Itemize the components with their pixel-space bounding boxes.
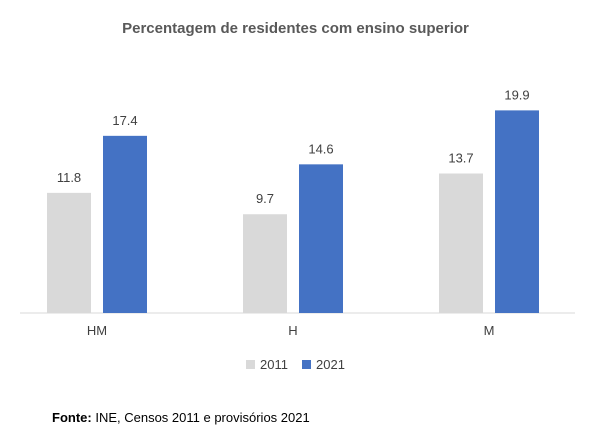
data-label-M-2011: 13.7	[448, 151, 473, 166]
x-tick-label-H: H	[288, 323, 297, 338]
x-tick-label-HM: HM	[87, 323, 107, 338]
legend-item-2021: 2021	[302, 357, 345, 372]
chart-title: Percentagem de residentes com ensino sup…	[122, 20, 469, 37]
bar-H-2021	[299, 164, 343, 313]
data-label-HM-2021: 17.4	[112, 113, 137, 128]
data-label-HM-2011: 11.8	[57, 170, 81, 185]
bar-HM-2011	[47, 192, 91, 313]
legend-label-2021: 2021	[316, 357, 345, 372]
data-label-H-2021: 14.6	[308, 141, 333, 156]
bar-H-2011	[243, 214, 287, 313]
x-tick-label-M: M	[484, 323, 495, 338]
source-text: INE, Censos 2011 e provisórios 2021	[91, 410, 310, 425]
source-note: Fonte: INE, Censos 2011 e provisórios 20…	[52, 410, 310, 425]
bar-M-2021	[495, 110, 539, 313]
data-label-M-2021: 19.9	[504, 87, 529, 102]
bar-HM-2021	[103, 135, 147, 313]
legend-swatch-2021	[302, 360, 312, 369]
data-label-H-2011: 9.7	[256, 191, 274, 206]
source-label: Fonte:	[52, 410, 92, 425]
legend: 2011 2021	[0, 357, 591, 372]
bar-chart: 11.8 17.4 HM 9.7 14.6 H 13.7 19.9 M	[20, 87, 575, 338]
legend-swatch-2011	[246, 360, 256, 369]
legend-label-2011: 2011	[260, 357, 289, 372]
bar-M-2011	[439, 173, 483, 313]
legend-item-2011: 2011	[246, 357, 288, 372]
